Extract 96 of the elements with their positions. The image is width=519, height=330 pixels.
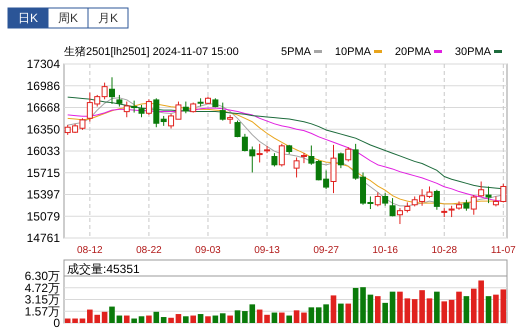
- candlestick: [338, 152, 344, 169]
- candlestick: [300, 152, 307, 164]
- bar: [249, 304, 256, 323]
- bar: [397, 292, 403, 323]
- candlestick: [478, 180, 484, 197]
- x-tick-label: 09-27: [313, 245, 340, 256]
- bar: [323, 304, 329, 323]
- candlestick: [374, 192, 381, 207]
- y-tick-label: 3.15万: [24, 292, 60, 307]
- y-tick-label: 6.30万: [24, 269, 60, 284]
- bar: [198, 314, 204, 323]
- y-tick-label: 15397: [26, 188, 60, 202]
- x-tick-label: 10-28: [431, 245, 458, 256]
- candlestick: [345, 146, 352, 162]
- bar: [205, 316, 211, 323]
- candlestick: [138, 104, 145, 118]
- bar: [478, 280, 484, 323]
- bar: [124, 316, 130, 323]
- bar: [160, 317, 166, 323]
- candlestick: [108, 76, 115, 104]
- y-tick-label: 15079: [26, 209, 60, 224]
- candlestick: [256, 143, 263, 163]
- bar: [286, 316, 292, 323]
- bar: [338, 304, 344, 323]
- candlestick: [116, 94, 122, 108]
- bar: [500, 289, 506, 323]
- bar: [434, 292, 440, 323]
- candlestick: [470, 194, 477, 216]
- y-tick-label: 16668: [26, 100, 60, 115]
- legend-label: 10PMA: [334, 46, 372, 58]
- y-tick-label: 1.57万: [24, 304, 60, 318]
- bar: [382, 302, 388, 323]
- candlestick: [382, 192, 388, 206]
- bar: [493, 294, 499, 323]
- y-tick-label: 16350: [26, 122, 60, 136]
- x-tick-label: 08-22: [136, 245, 162, 256]
- x-tick-label: 08-12: [77, 245, 104, 256]
- candlestick: [286, 144, 292, 154]
- candlestick: [131, 100, 138, 114]
- text: 日K: [18, 11, 38, 25]
- x-tick-label: 09-03: [195, 245, 222, 256]
- legend-label: 20PMA: [394, 46, 432, 58]
- bar: [183, 316, 189, 323]
- bar: [64, 318, 70, 323]
- chart-title: 生猪2501[lh2501] 2024-11-07 15:00: [64, 45, 239, 58]
- text: 周K: [58, 11, 78, 25]
- bar: [470, 288, 477, 323]
- bar: [374, 296, 381, 323]
- y-tick-label: 16033: [26, 144, 60, 158]
- text: 月K: [98, 11, 118, 25]
- y-tick-label: 4.72万: [24, 280, 60, 295]
- bar: [146, 316, 152, 323]
- candlestick: [124, 101, 130, 118]
- bar: [220, 313, 226, 323]
- candlestick: [190, 102, 196, 114]
- bar: [404, 298, 410, 323]
- candlestick: [182, 101, 189, 114]
- candlestick: [146, 98, 152, 116]
- y-tick-label: 14761: [26, 231, 60, 246]
- legend-label: 30PMA: [454, 46, 492, 58]
- chart-title: 成交量:45351: [67, 262, 140, 276]
- bar: [345, 304, 352, 323]
- y-tick-label: 0: [53, 316, 60, 330]
- candlestick: [390, 198, 396, 217]
- bar: [190, 316, 196, 323]
- bar: [316, 307, 322, 323]
- bar: [441, 301, 448, 323]
- candlestick: [294, 156, 300, 178]
- candlestick: [463, 199, 470, 212]
- bar: [102, 312, 108, 323]
- candlestick: [271, 152, 278, 167]
- candlestick: [434, 189, 440, 210]
- x-tick-label: 09-13: [254, 245, 280, 256]
- bar: [94, 314, 100, 323]
- bar: [212, 316, 218, 323]
- candlestick: [278, 143, 285, 167]
- x-tick-label: 10-16: [372, 245, 398, 256]
- candlestick: [220, 102, 226, 122]
- bar: [227, 316, 233, 323]
- bar: [464, 296, 470, 323]
- bar: [390, 292, 396, 323]
- bar: [279, 312, 285, 323]
- y-tick-label: 16986: [26, 78, 60, 93]
- bar: [153, 312, 160, 323]
- legend-label: 5PMA: [281, 46, 312, 58]
- bar: [308, 307, 314, 323]
- y-tick-label: 17304: [26, 57, 60, 72]
- x-tick-label: 11-07: [490, 245, 516, 256]
- bar: [412, 299, 418, 323]
- bar: [330, 295, 336, 323]
- candlestick: [330, 144, 336, 194]
- bar: [272, 312, 278, 323]
- bar: [486, 296, 492, 323]
- y-tick-label: 15715: [26, 166, 60, 180]
- candlestick: [486, 186, 492, 204]
- candlestick: [448, 205, 455, 218]
